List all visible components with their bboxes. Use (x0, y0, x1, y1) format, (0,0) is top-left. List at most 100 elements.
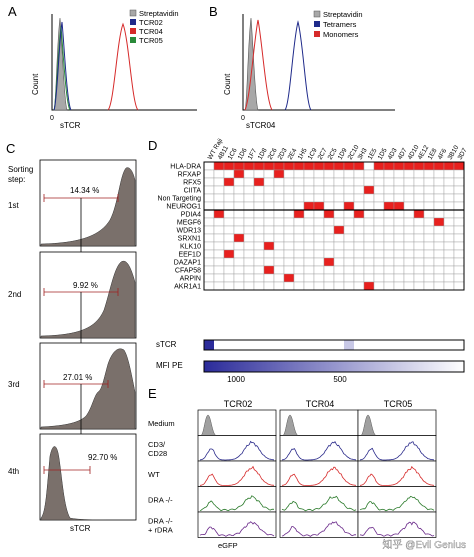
hit-cell (393, 161, 405, 171)
empty-cell (323, 169, 335, 179)
empty-cell (403, 265, 415, 275)
strip-cell (304, 340, 314, 350)
empty-cell (233, 209, 245, 219)
grid-frame (203, 161, 465, 291)
tetramers-histogram-line (284, 20, 312, 111)
empty-cell (253, 265, 265, 275)
empty-cell (333, 193, 345, 203)
legend-swatch (314, 21, 320, 27)
empty-cell (313, 241, 325, 251)
empty-cell (323, 233, 335, 243)
empty-cell (293, 177, 305, 187)
panel-a: A Count 0 sTCR Streptavidin TCR02 TCR04 … (8, 4, 197, 130)
empty-cell (243, 249, 255, 259)
empty-cell (433, 193, 445, 203)
row-label: NEUROG1 (166, 204, 201, 211)
histogram-box (357, 460, 437, 487)
x-axis-label: sTCR04 (246, 121, 276, 130)
legend-swatch (314, 31, 320, 37)
empty-cell (353, 257, 365, 267)
empty-cell (373, 177, 385, 187)
hit-cell (423, 161, 435, 171)
empty-cell (273, 201, 285, 211)
row-label: ARPIN (180, 276, 201, 283)
empty-cell (293, 257, 305, 267)
panel-e: E TCR02 TCR04 TCR05 Medium CD3/CD28 WT DRA … (148, 386, 437, 550)
hit-cell (353, 161, 365, 171)
x-axis-label: eGFP (218, 541, 238, 550)
hit-cell (353, 209, 365, 219)
histogram-line (199, 440, 275, 461)
empty-cell (283, 185, 295, 195)
empty-cell (233, 273, 245, 283)
empty-cell (363, 249, 375, 259)
empty-cell (303, 225, 315, 235)
histogram-box (279, 435, 359, 462)
column-label: 4F6 (437, 147, 449, 161)
legend-label: Streptavidin (323, 10, 363, 19)
hit-cell (313, 201, 325, 211)
empty-cell (313, 169, 325, 179)
hit-cell (223, 177, 235, 187)
empty-cell (343, 257, 355, 267)
empty-cell (283, 209, 295, 219)
empty-cell (403, 177, 415, 187)
empty-cell (373, 209, 385, 219)
empty-cell (203, 209, 215, 219)
empty-cell (293, 273, 305, 283)
strip-cell (324, 340, 334, 350)
empty-cell (373, 193, 385, 203)
stcr-strip (204, 340, 464, 350)
empty-cell (373, 257, 385, 267)
hit-cell (273, 169, 285, 179)
empty-cell (363, 209, 375, 219)
empty-cell (263, 217, 275, 227)
histogram-line (199, 495, 275, 512)
empty-cell (443, 177, 455, 187)
empty-cell (363, 169, 375, 179)
hit-cell (413, 161, 425, 171)
strip-cell (364, 340, 374, 350)
legend-label: TCR04 (139, 27, 163, 36)
empty-cell (223, 233, 235, 243)
empty-cell (423, 209, 435, 219)
empty-cell (353, 201, 365, 211)
row-label: CD28 (148, 449, 167, 458)
gate-percent: 92.70 % (88, 453, 117, 462)
empty-cell (453, 249, 465, 259)
legend-label: Monomers (323, 30, 359, 39)
hit-cell (393, 201, 405, 211)
empty-cell (403, 217, 415, 227)
hit-cell (453, 161, 465, 171)
empty-cell (413, 249, 425, 259)
empty-cell (423, 217, 435, 227)
strip-cell (314, 340, 324, 350)
empty-cell (363, 225, 375, 235)
colorbar (203, 360, 465, 373)
empty-cell (453, 185, 465, 195)
empty-cell (443, 257, 455, 267)
strip-cell (214, 340, 224, 350)
empty-cell (393, 217, 405, 227)
empty-cell (453, 217, 465, 227)
empty-cell (213, 169, 225, 179)
column-label: 2C5 (327, 147, 339, 161)
empty-cell (333, 169, 345, 179)
empty-cell (223, 201, 235, 211)
empty-cell (323, 281, 335, 291)
empty-cell (303, 233, 315, 243)
empty-cell (423, 169, 435, 179)
strip-cell (374, 340, 384, 350)
legend-swatch (130, 19, 136, 25)
empty-cell (393, 225, 405, 235)
empty-cell (233, 185, 245, 195)
empty-cell (343, 225, 355, 235)
legend-label: Tetramers (323, 20, 357, 29)
empty-cell (263, 177, 275, 187)
empty-cell (453, 241, 465, 251)
row-label: RFX5 (183, 180, 201, 187)
column-title: TCR04 (306, 399, 335, 409)
hit-cell (323, 209, 335, 219)
empty-cell (293, 265, 305, 275)
empty-cell (343, 177, 355, 187)
